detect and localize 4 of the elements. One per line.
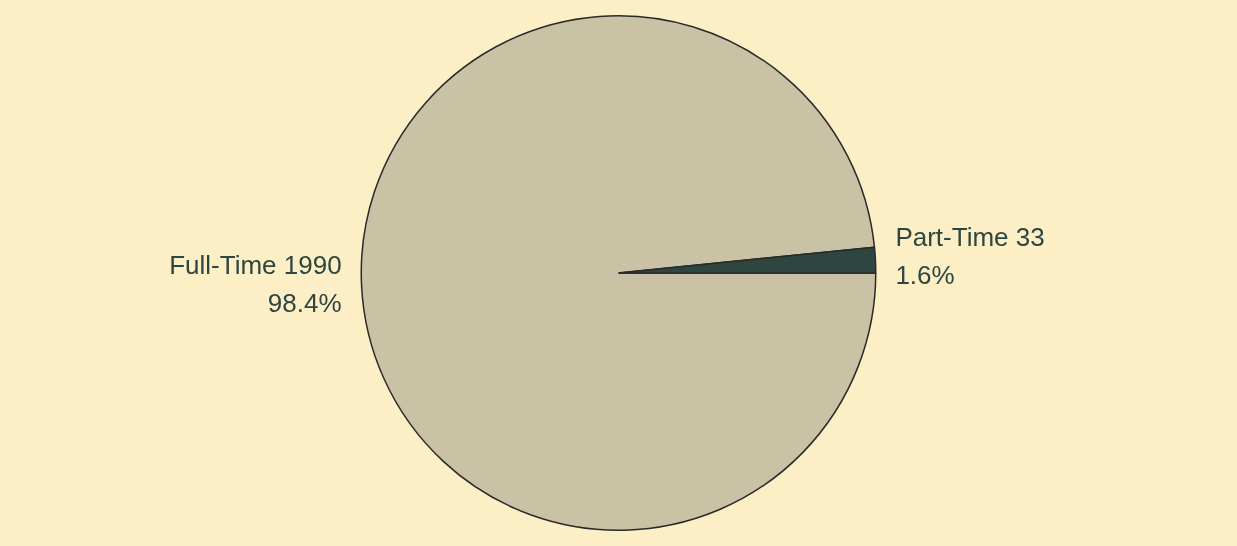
data-label: 98.4% [267, 288, 342, 319]
data-label: 1.6% [895, 260, 955, 291]
slice-label: Full-Time 1990 [169, 250, 342, 281]
slice-label: Part-Time 33 [895, 222, 1045, 253]
